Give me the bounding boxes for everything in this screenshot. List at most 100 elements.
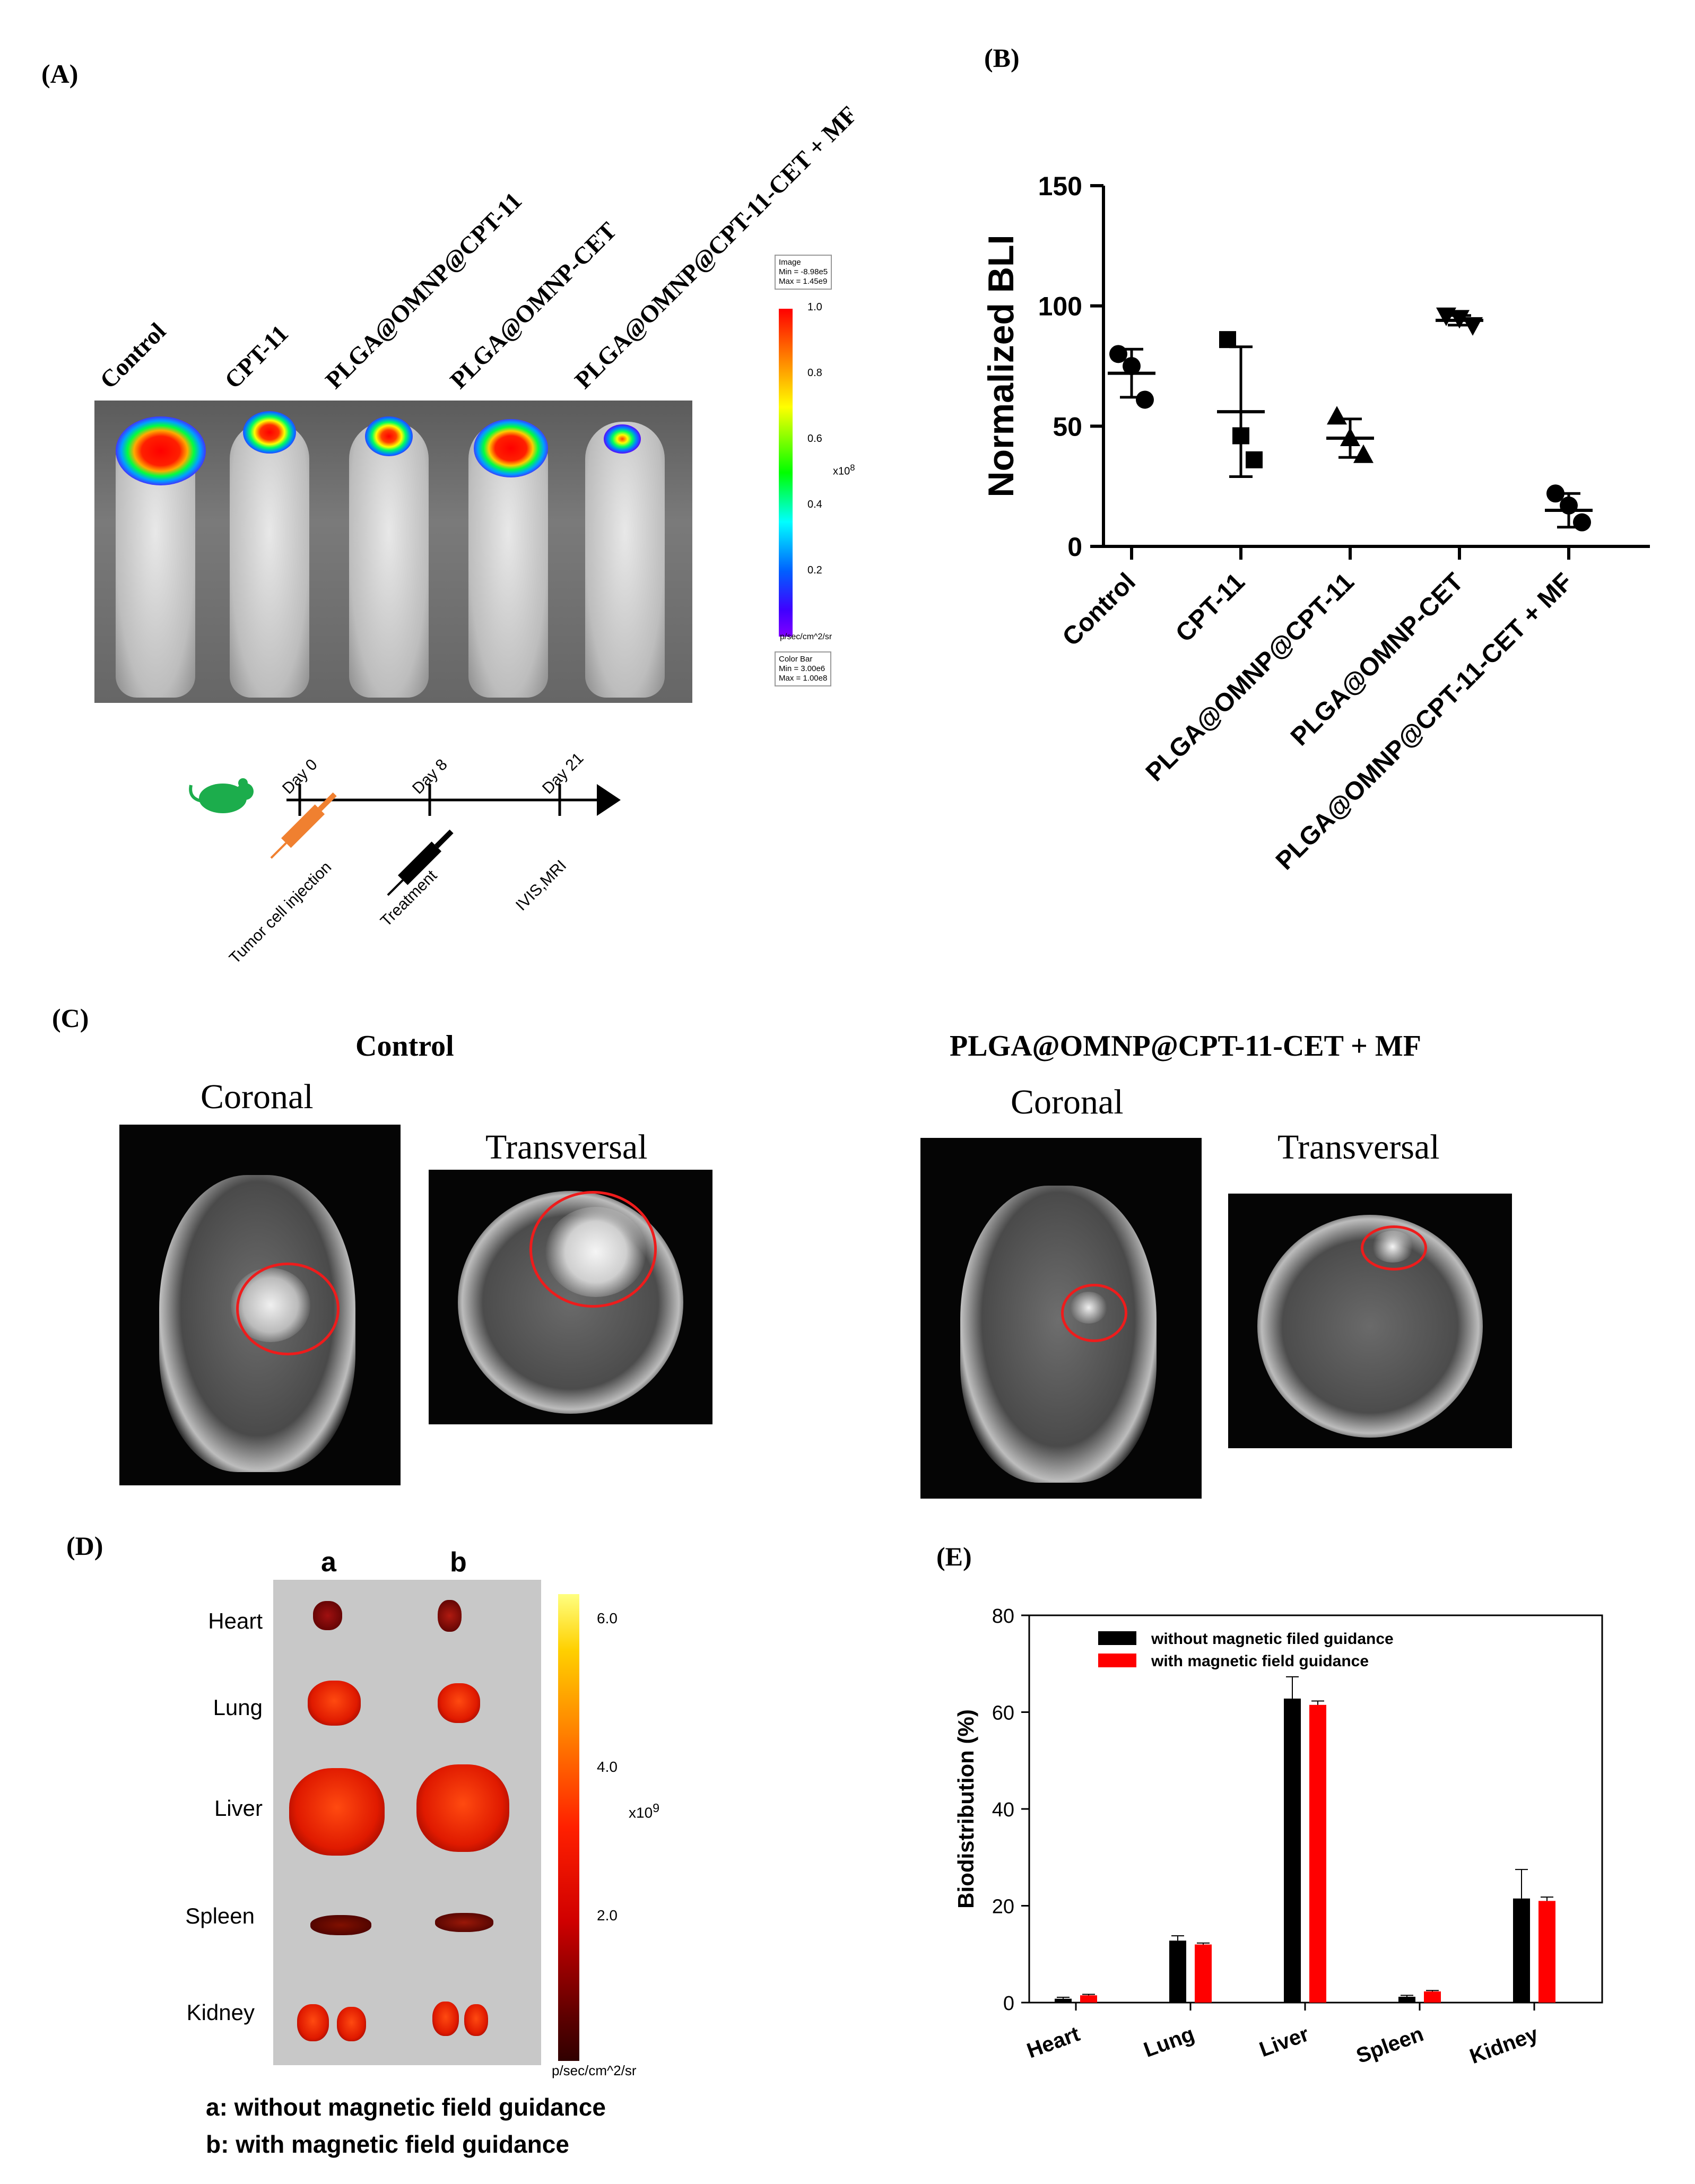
data-point — [1463, 317, 1483, 336]
bar — [1195, 1944, 1212, 2003]
bar — [1309, 1704, 1326, 2003]
y-tick-label: 0 — [1003, 1992, 1014, 2015]
data-point — [1327, 406, 1347, 425]
tumor-circle — [529, 1191, 657, 1308]
tumor-circle — [236, 1263, 340, 1355]
organ-label-lung: Lung — [213, 1695, 263, 1720]
mri-treated-transversal — [1228, 1194, 1512, 1448]
panel-d-label: (D) — [66, 1531, 103, 1561]
y-tick-label: 40 — [992, 1799, 1014, 1821]
d-cbar-tick-4: 4.0 — [597, 1759, 618, 1775]
data-point — [1109, 345, 1127, 363]
d-cbar-tick-2: 2.0 — [597, 1907, 618, 1924]
cbar-tick-06: 0.6 — [807, 433, 822, 445]
bli-mouse-image — [94, 401, 692, 703]
y-tick-label: 0 — [1067, 532, 1082, 562]
liver-a — [289, 1768, 385, 1856]
y-tick-label: 100 — [1038, 292, 1082, 321]
d-legend-a: a: without magnetic field guidance — [206, 2093, 606, 2121]
d-cbar-unit: p/sec/cm^2/sr — [552, 2063, 637, 2078]
tumor-circle — [1361, 1225, 1427, 1271]
kidney-b-1 — [432, 2002, 459, 2036]
data-point — [1560, 496, 1578, 515]
panel-b-label: (B) — [984, 43, 1020, 73]
y-tick-label: 80 — [992, 1607, 1014, 1628]
x-tick-label: Liver — [1256, 2022, 1312, 2061]
panel-c-label: (C) — [52, 1003, 89, 1033]
c-left-coronal-label: Coronal — [201, 1077, 314, 1116]
lung-b — [438, 1683, 480, 1723]
data-point — [1246, 451, 1263, 468]
organ-label-spleen: Spleen — [185, 1903, 255, 1928]
x-tick-label: Kidney — [1467, 2022, 1542, 2068]
bli-signal-combo — [604, 424, 641, 454]
group-label-cpt11: CPT-11 — [219, 319, 293, 394]
bar — [1538, 1901, 1555, 2003]
bar — [1513, 1898, 1530, 2003]
bli-signal-plga-cpt11 — [365, 416, 413, 456]
d-legend-b: b: with magnetic field guidance — [206, 2130, 569, 2158]
mouse-icon — [189, 778, 254, 813]
y-tick-label: 150 — [1038, 171, 1082, 201]
chart-b-normalized-bli: 0 50 100 150 Normalized BLI Control CPT-11PLGA… — [981, 171, 1650, 875]
x-tick-label: Spleen — [1353, 2022, 1427, 2068]
heart-a — [313, 1601, 342, 1630]
d-col-a-label: a — [321, 1547, 336, 1578]
bar — [1284, 1698, 1301, 2003]
tumor-circle — [1061, 1284, 1127, 1342]
mouse-plga-cpt11 — [349, 422, 429, 698]
c-left-transversal-label: Transversal — [485, 1128, 648, 1167]
legend-label: without magnetic filed guidance — [1151, 1630, 1394, 1648]
data-point — [1546, 484, 1564, 503]
syringe-icon-orange — [270, 792, 337, 859]
bli-signal-cpt11 — [243, 411, 296, 454]
c-left-title: Control — [355, 1030, 454, 1063]
d-cbar-tick-6: 6.0 — [597, 1610, 618, 1626]
data-point — [1136, 390, 1154, 409]
cbar-tick-08: 0.8 — [807, 367, 822, 379]
organ-label-kidney: Kidney — [186, 2000, 255, 2025]
y-tick-label: 60 — [992, 1702, 1014, 1725]
kidney-a-1 — [297, 2004, 329, 2041]
colorbar-minmax-box: Color Bar Min = 3.00e6 Max = 1.00e8 — [775, 651, 832, 686]
chart-e-biodistribution: 0 20 40 60 80 Biodistribution (%) Heart Lung Liv… — [953, 1607, 1603, 2068]
legend-swatch — [1098, 1654, 1136, 1667]
cbar-tick-1: 1.0 — [807, 301, 822, 313]
data-point — [1219, 331, 1236, 349]
group-label-combo: PLGA@OMNP@CPT-11-CET + MF — [569, 100, 863, 394]
x-tick-label: PLGA@OMNP@CPT-11 — [1141, 568, 1360, 787]
spleen-a — [310, 1915, 371, 1935]
bar — [1424, 1991, 1441, 2003]
group-label-control: Control — [94, 317, 171, 394]
panel-e-label: (E) — [936, 1542, 972, 1571]
mouse-cpt11 — [230, 422, 309, 698]
bar — [1055, 1998, 1072, 2003]
data-point — [1573, 513, 1591, 532]
organ-label-heart: Heart — [208, 1608, 263, 1633]
y-tick-label: 20 — [992, 1896, 1014, 1918]
x-tick-label: Heart — [1024, 2022, 1083, 2063]
legend-label: with magnetic field guidance — [1151, 1652, 1369, 1670]
bli-colorbar — [779, 309, 793, 637]
d-col-b-label: b — [450, 1547, 467, 1578]
cbar-exponent: x108 — [833, 463, 855, 477]
mri-control-transversal — [429, 1170, 712, 1424]
image-minmax-box: Image Min = -8.98e5 Max = 1.45e9 — [775, 255, 832, 290]
y-tick-label: 50 — [1053, 412, 1082, 441]
liver-b — [416, 1764, 509, 1852]
bli-signal-control — [116, 416, 206, 485]
bar — [1169, 1941, 1186, 2003]
data-point — [1353, 444, 1374, 463]
data-point — [1449, 310, 1470, 329]
bar — [1398, 1997, 1415, 2003]
y-axis-label: Normalized BLI — [981, 235, 1021, 498]
data-point — [1123, 357, 1141, 375]
bli-signal-plga-cet — [474, 419, 548, 477]
mouse-combo — [585, 422, 665, 698]
organ-label-liver: Liver — [214, 1796, 263, 1821]
data-point — [1340, 428, 1360, 446]
data-point — [1232, 427, 1249, 445]
x-tick-label: Control — [1057, 568, 1141, 651]
group-label-plga-cpt11: PLGA@OMNP@CPT-11 — [320, 187, 527, 394]
ex-vivo-organ-image — [273, 1580, 541, 2065]
